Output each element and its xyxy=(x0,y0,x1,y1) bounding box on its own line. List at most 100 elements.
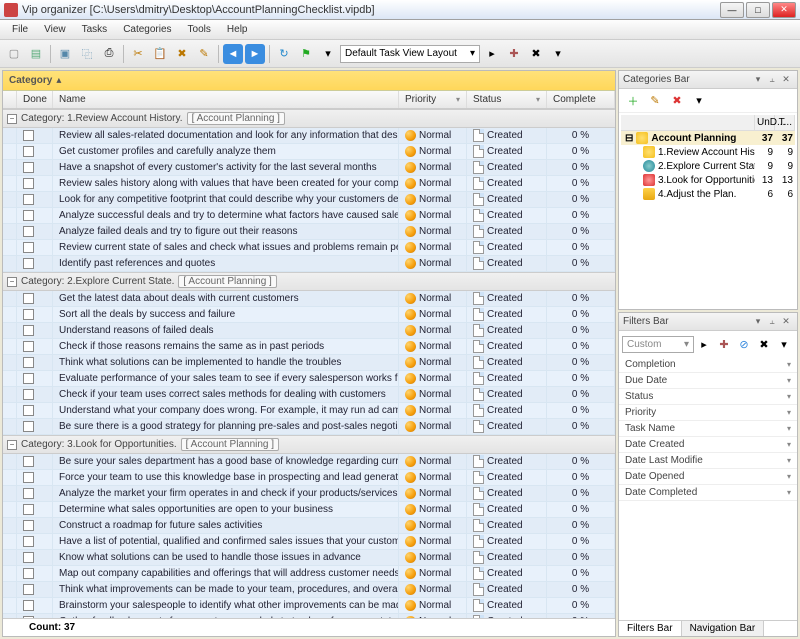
done-checkbox[interactable] xyxy=(23,504,34,515)
save-icon[interactable]: ▣ xyxy=(55,44,75,64)
table-row[interactable]: Get the latest data about deals with cur… xyxy=(3,291,615,307)
tab-navigation[interactable]: Navigation Bar xyxy=(682,621,765,636)
done-checkbox[interactable] xyxy=(23,520,34,531)
filter-add-icon[interactable]: ✚ xyxy=(714,334,734,354)
table-row[interactable]: Have a snapshot of every customer's acti… xyxy=(3,160,615,176)
filter-item[interactable]: Task Name xyxy=(619,421,797,437)
table-row[interactable]: Check if your team uses correct sales me… xyxy=(3,387,615,403)
table-row[interactable]: Evaluate performance of your sales team … xyxy=(3,371,615,387)
table-row[interactable]: Think what improvements can be made to y… xyxy=(3,582,615,598)
table-row[interactable]: Sort all the deals by success and failur… xyxy=(3,307,615,323)
expand-icon[interactable]: − xyxy=(7,440,17,450)
table-row[interactable]: Review all sales-related documentation a… xyxy=(3,128,615,144)
done-checkbox[interactable] xyxy=(23,162,34,173)
col-status[interactable]: Status▾ xyxy=(467,91,547,108)
prev-icon[interactable]: ◄ xyxy=(223,44,243,64)
done-checkbox[interactable] xyxy=(23,357,34,368)
layout-clear-icon[interactable]: ✖ xyxy=(526,44,546,64)
panel-pin-icon[interactable]: ⫠ xyxy=(765,73,779,87)
filter-item[interactable]: Priority xyxy=(619,405,797,421)
done-checkbox[interactable] xyxy=(23,130,34,141)
cut-icon[interactable]: ✂ xyxy=(128,44,148,64)
table-row[interactable]: Look for any competitive footprint that … xyxy=(3,192,615,208)
tree-item[interactable]: 1.Review Account History.99 xyxy=(621,145,795,159)
table-row[interactable]: Identify past references and quotesNorma… xyxy=(3,256,615,272)
tab-filters[interactable]: Filters Bar xyxy=(619,621,682,636)
table-row[interactable]: Think what solutions can be implemented … xyxy=(3,355,615,371)
done-checkbox[interactable] xyxy=(23,210,34,221)
panel-close-icon[interactable]: ✕ xyxy=(779,315,793,329)
new-icon[interactable]: ▢ xyxy=(4,44,24,64)
filter-item[interactable]: Date Completed xyxy=(619,485,797,501)
table-row[interactable]: Determine what sales opportunities are o… xyxy=(3,502,615,518)
layout-dropdown[interactable]: Default Task View Layout xyxy=(340,45,480,63)
group-header[interactable]: −Category: 3.Look for Opportunities.[ Ac… xyxy=(3,435,615,454)
done-checkbox[interactable] xyxy=(23,226,34,237)
menu-help[interactable]: Help xyxy=(219,22,256,37)
panel-close-icon[interactable]: ✕ xyxy=(779,73,793,87)
done-checkbox[interactable] xyxy=(23,242,34,253)
menu-view[interactable]: View xyxy=(36,22,74,37)
table-row[interactable]: Analyze successful deals and try to dete… xyxy=(3,208,615,224)
done-checkbox[interactable] xyxy=(23,178,34,189)
table-row[interactable]: Get customer profiles and carefully anal… xyxy=(3,144,615,160)
cat-dd-icon[interactable]: ▾ xyxy=(689,91,709,111)
filter-item[interactable]: Completion xyxy=(619,357,797,373)
done-checkbox[interactable] xyxy=(23,405,34,416)
panel-pin-icon[interactable]: ⫠ xyxy=(765,315,779,329)
table-row[interactable]: Map out company capabilities and offerin… xyxy=(3,566,615,582)
table-row[interactable]: Check if those reasons remains the same … xyxy=(3,339,615,355)
table-row[interactable]: Understand what your company does wrong.… xyxy=(3,403,615,419)
filter-del-icon[interactable]: ⊘ xyxy=(734,334,754,354)
menu-categories[interactable]: Categories xyxy=(115,22,179,37)
delete-icon[interactable]: ✖ xyxy=(172,44,192,64)
done-checkbox[interactable] xyxy=(23,341,34,352)
done-checkbox[interactable] xyxy=(23,472,34,483)
done-checkbox[interactable] xyxy=(23,293,34,304)
table-row[interactable]: Have a list of potential, qualified and … xyxy=(3,534,615,550)
done-checkbox[interactable] xyxy=(23,488,34,499)
layout-more-icon[interactable]: ▾ xyxy=(548,44,568,64)
table-row[interactable]: Construct a roadmap for future sales act… xyxy=(3,518,615,534)
refresh-icon[interactable]: ↻ xyxy=(274,44,294,64)
paste-icon[interactable]: 📋 xyxy=(150,44,170,64)
done-checkbox[interactable] xyxy=(23,456,34,467)
done-checkbox[interactable] xyxy=(23,373,34,384)
filter-dd-icon[interactable]: ▾ xyxy=(774,334,794,354)
tree-item[interactable]: 2.Explore Current State.99 xyxy=(621,159,795,173)
filter-apply-icon[interactable]: ▸ xyxy=(694,334,714,354)
filter-combo[interactable]: Custom xyxy=(622,336,694,353)
table-row[interactable]: Review sales history along with values t… xyxy=(3,176,615,192)
expand-icon[interactable]: − xyxy=(7,277,17,287)
menu-file[interactable]: File xyxy=(4,22,36,37)
done-checkbox[interactable] xyxy=(23,421,34,432)
minimize-button[interactable]: — xyxy=(720,2,744,18)
col-complete[interactable]: Complete xyxy=(547,91,615,108)
col-done[interactable]: Done xyxy=(17,91,53,108)
table-scroll[interactable]: Done Name Priority▾ Status▾ Complete −Ca… xyxy=(3,91,615,618)
filter-item[interactable]: Date Created xyxy=(619,437,797,453)
table-row[interactable]: Understand reasons of failed dealsNormal… xyxy=(3,323,615,339)
done-checkbox[interactable] xyxy=(23,584,34,595)
panel-menu-icon[interactable]: ▾ xyxy=(751,315,765,329)
layout-apply-icon[interactable]: ▸ xyxy=(482,44,502,64)
menu-tasks[interactable]: Tasks xyxy=(74,22,116,37)
done-checkbox[interactable] xyxy=(23,194,34,205)
done-checkbox[interactable] xyxy=(23,146,34,157)
group-header[interactable]: −Category: 2.Explore Current State.[ Acc… xyxy=(3,272,615,291)
print-icon[interactable]: ⎙ xyxy=(99,44,119,64)
flag-icon[interactable]: ⚑ xyxy=(296,44,316,64)
filter-item[interactable]: Date Last Modifie xyxy=(619,453,797,469)
copy-icon[interactable]: ⿻ xyxy=(77,44,97,64)
maximize-button[interactable]: □ xyxy=(746,2,770,18)
col-name[interactable]: Name xyxy=(53,91,399,108)
tree-root[interactable]: ⊟Account Planning 3737 xyxy=(621,131,795,145)
done-checkbox[interactable] xyxy=(23,600,34,611)
layout-save-icon[interactable]: ✚ xyxy=(504,44,524,64)
filter-item[interactable]: Status xyxy=(619,389,797,405)
done-checkbox[interactable] xyxy=(23,389,34,400)
table-row[interactable]: Analyze failed deals and try to figure o… xyxy=(3,224,615,240)
table-row[interactable]: Analyze the market your firm operates in… xyxy=(3,486,615,502)
done-checkbox[interactable] xyxy=(23,552,34,563)
table-row[interactable]: Be sure your sales department has a good… xyxy=(3,454,615,470)
